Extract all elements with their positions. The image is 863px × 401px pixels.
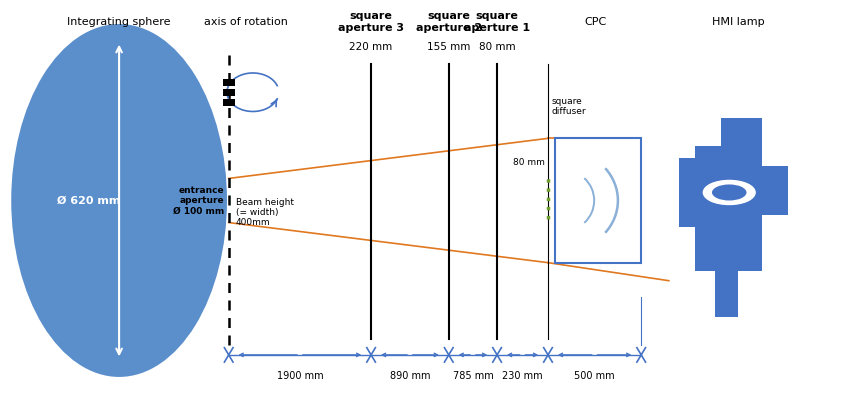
Text: square
aperture 2: square aperture 2 [416,11,482,33]
Text: 230 mm: 230 mm [502,371,543,381]
Bar [762,166,788,215]
Bar [679,158,696,227]
Bar [555,138,641,263]
Text: square
aperture 1: square aperture 1 [464,11,530,33]
Text: 155 mm: 155 mm [427,42,470,52]
Bar [715,269,738,317]
Text: 80 mm: 80 mm [513,158,545,167]
Text: square
aperture 3: square aperture 3 [338,11,404,33]
Text: Beam height
(= width)
400mm: Beam height (= width) 400mm [236,198,293,227]
Bar [695,118,762,271]
Text: axis of rotation: axis of rotation [204,17,288,27]
Text: entrance
aperture
Ø 100 mm: entrance aperture Ø 100 mm [173,186,224,215]
Text: square
diffuser: square diffuser [551,97,586,116]
Text: 500 mm: 500 mm [574,371,615,381]
Circle shape [703,180,755,205]
Bar [223,89,235,96]
Circle shape [712,184,746,200]
Bar [223,99,235,106]
Text: 1900 mm: 1900 mm [276,371,324,381]
Text: 220 mm: 220 mm [350,42,393,52]
Bar [223,79,235,86]
Ellipse shape [11,24,227,377]
Text: 80 mm: 80 mm [479,42,515,52]
Text: Ø 620 mm: Ø 620 mm [57,196,121,205]
Text: HMI lamp: HMI lamp [712,17,764,27]
Bar [695,118,721,146]
Text: 890 mm: 890 mm [390,371,430,381]
Text: CPC: CPC [584,17,607,27]
Text: Integrating sphere: Integrating sphere [67,17,171,27]
Text: 785 mm: 785 mm [452,371,494,381]
